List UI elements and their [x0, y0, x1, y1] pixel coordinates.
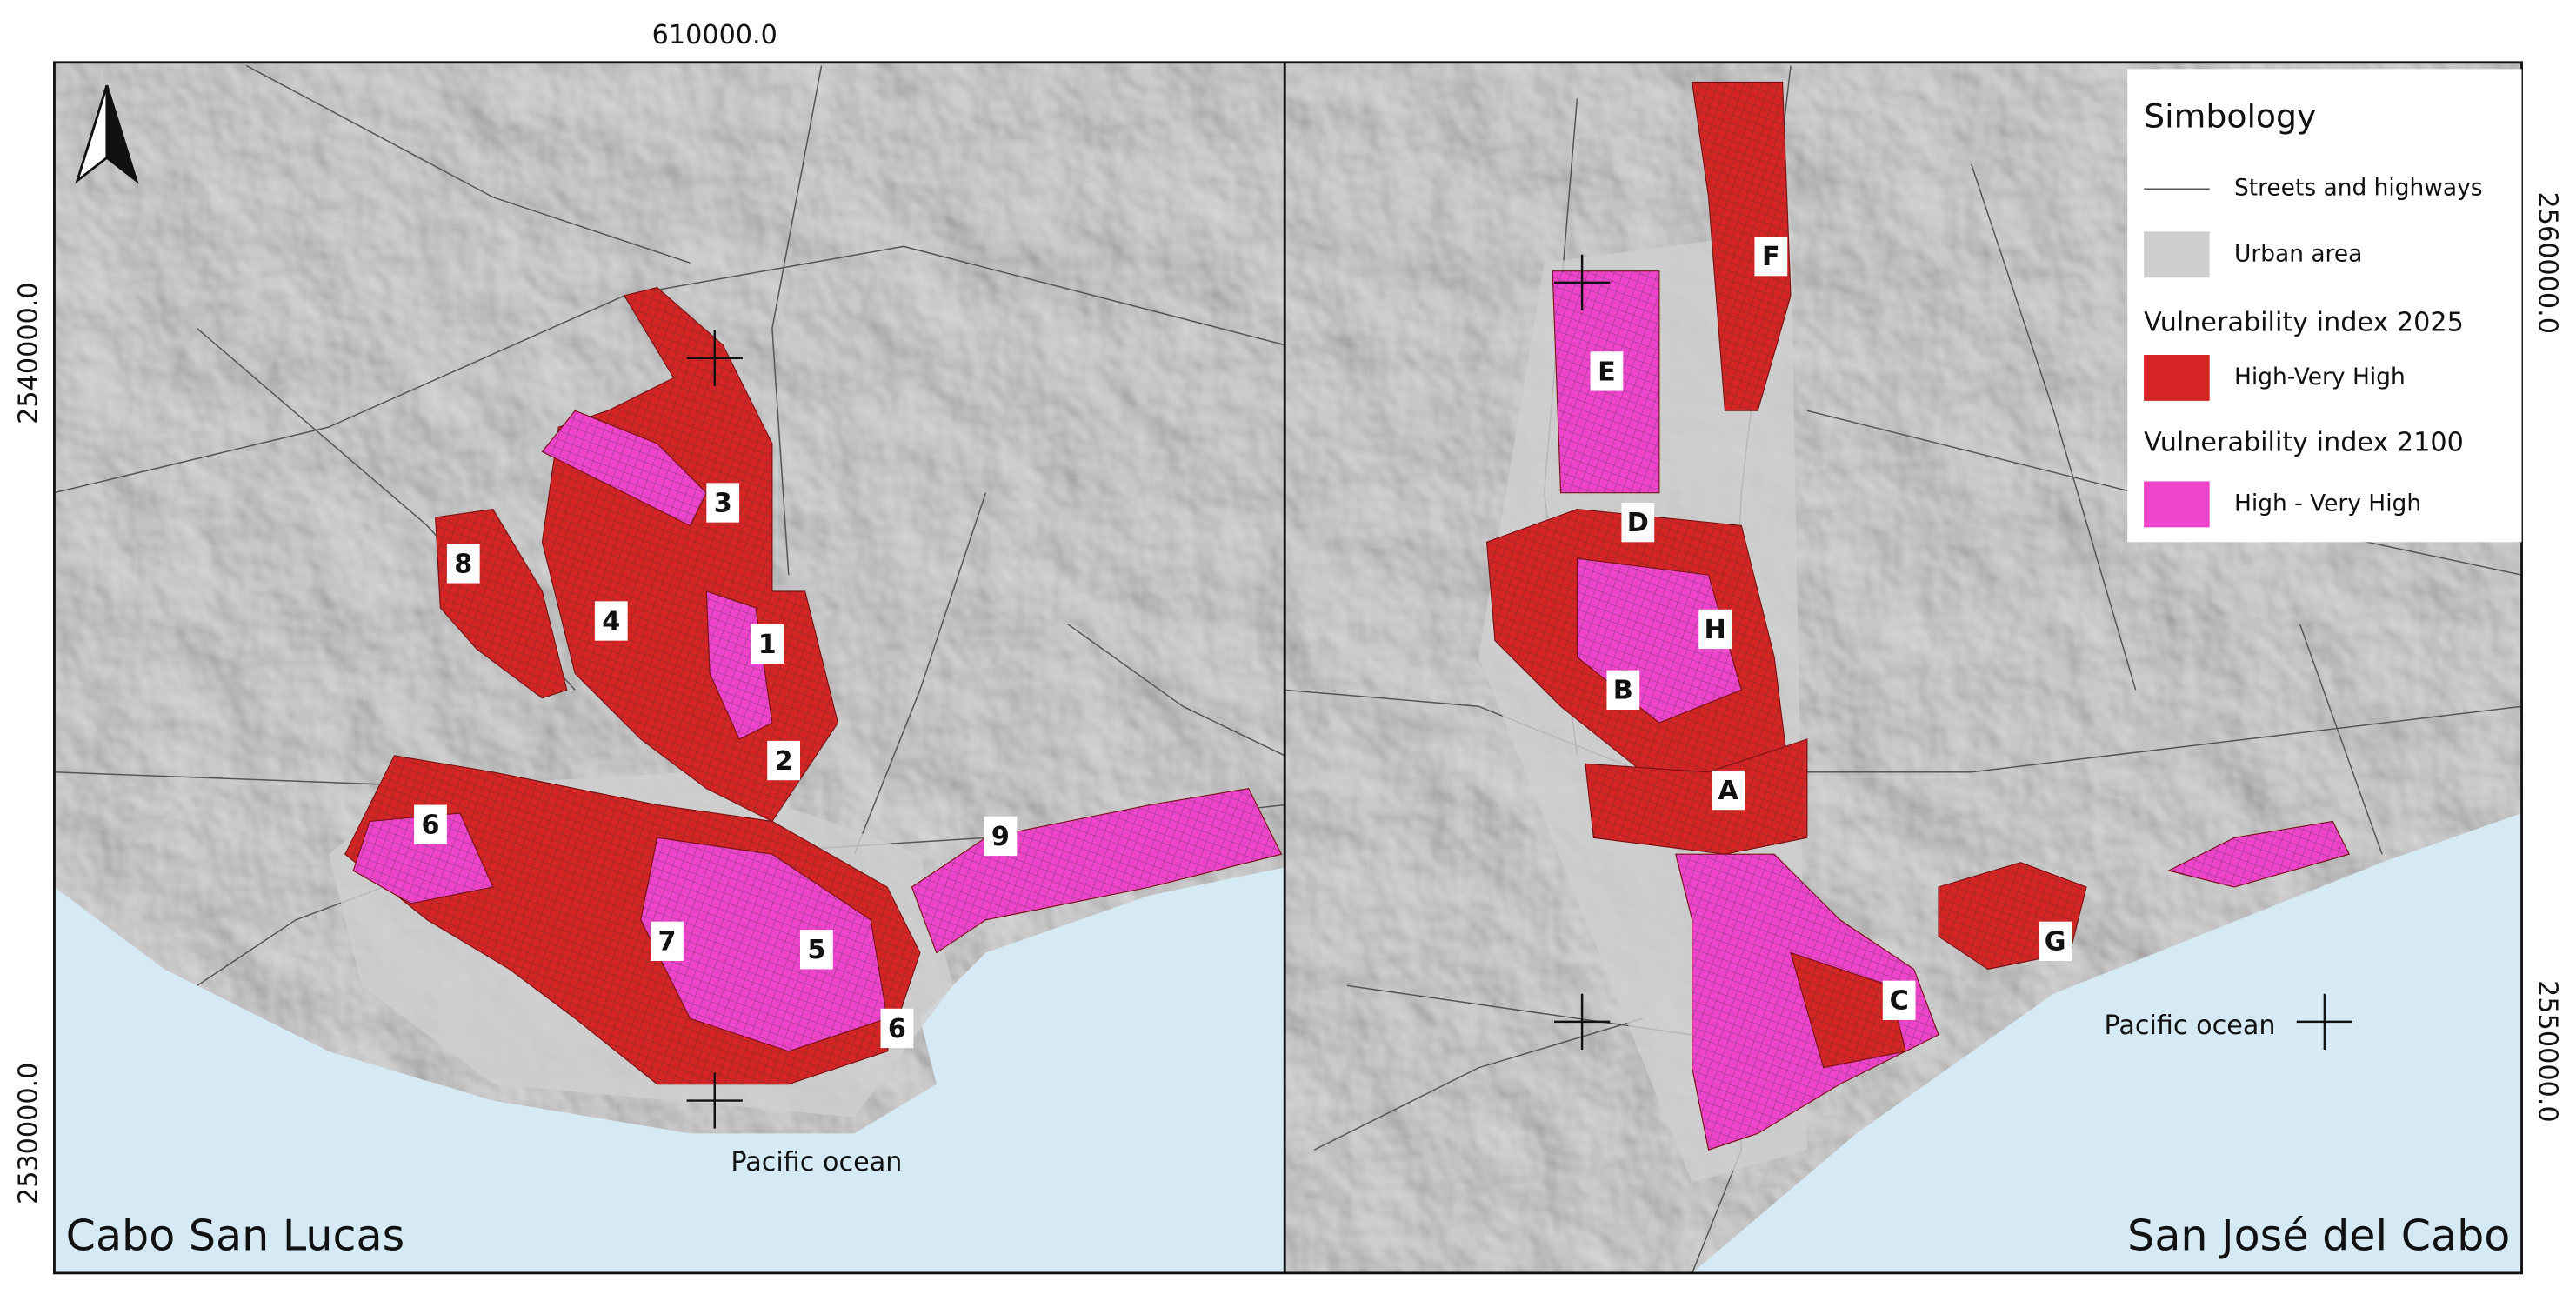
zone-label-box — [1754, 237, 1788, 277]
legend-swatch — [2144, 231, 2210, 278]
street — [853, 492, 987, 855]
north-arrow — [75, 84, 139, 184]
zone-label: 3 — [714, 488, 732, 518]
street — [2299, 624, 2383, 855]
street — [771, 65, 823, 576]
ocean-label: Pacific ocean — [2104, 1011, 2275, 1041]
street-grid — [2168, 821, 2350, 887]
zone-label-box — [414, 804, 447, 844]
street-grid — [640, 837, 888, 1051]
zone-label: H — [1704, 615, 1725, 645]
zone-label: 7 — [657, 927, 676, 957]
zone-label-box — [1621, 503, 1655, 543]
zone-label-box — [2039, 921, 2072, 961]
panel-san-jose-del-cabo: A B C D E F G H San José del Cabo Pacific ocean — [1285, 62, 2522, 1273]
zone-label: F — [1762, 242, 1780, 272]
street-grid — [1585, 739, 1807, 855]
street-grid — [542, 410, 707, 526]
legend-heading: Vulnerability index 2025 — [2144, 308, 2464, 338]
legend-swatch — [2144, 481, 2210, 528]
legend-label: High-Very High — [2234, 364, 2406, 390]
street — [1067, 624, 1285, 757]
legend: Simbology Streets and highways Urban area V… — [2127, 69, 2522, 543]
zone-label-box — [767, 740, 800, 781]
zone-label: 9 — [991, 822, 1010, 852]
legend-label: Urban area — [2234, 240, 2362, 267]
street-grid — [353, 813, 493, 904]
zone-label-box — [984, 816, 1018, 857]
ocean — [54, 867, 1285, 1273]
street — [246, 64, 691, 264]
zone-label-box — [751, 624, 784, 664]
legend-title: Simbology — [2144, 97, 2316, 136]
coordinate-label: 2550000.0 — [2532, 980, 2562, 1122]
street-grid — [1692, 82, 1791, 411]
zone-label: E — [1598, 357, 1616, 387]
zone-label: A — [1718, 776, 1739, 806]
zone-label-box — [1712, 770, 1745, 811]
legend-heading: Vulnerability index 2100 — [2144, 428, 2464, 458]
zone-label-box — [594, 601, 628, 641]
street-grid — [911, 788, 1282, 953]
zone-label: 6 — [421, 811, 439, 841]
zone-label: 4 — [602, 606, 620, 637]
zone-label-box — [706, 483, 740, 523]
zone-label-box — [1590, 351, 1624, 391]
zone-label: D — [1627, 508, 1649, 538]
place-name: Cabo San Lucas — [66, 1211, 405, 1261]
zone-label-box — [446, 544, 480, 584]
zone-label: B — [1613, 676, 1633, 706]
legend-box — [2127, 69, 2522, 543]
zone-label-box — [880, 1008, 914, 1049]
place-name: San José del Cabo — [2127, 1211, 2510, 1261]
street — [1313, 1017, 1644, 1151]
ocean-label: Pacific ocean — [731, 1147, 902, 1178]
zone-label-box — [1606, 670, 1640, 710]
zone-label-box — [800, 930, 833, 970]
coordinate-label: 2560000.0 — [2532, 192, 2562, 334]
ocean — [1692, 813, 2522, 1273]
zone-label-box — [1698, 609, 1732, 650]
zone-label: 2 — [775, 746, 793, 777]
coordinate-label: 2540000.0 — [14, 282, 44, 424]
zone-label-box — [651, 921, 684, 961]
street-grid — [1791, 952, 1906, 1068]
zone-label: 1 — [758, 630, 777, 660]
legend-swatch — [2144, 355, 2210, 401]
coordinate-label: 2530000.0 — [14, 1063, 44, 1204]
legend-label: Streets and highways — [2234, 175, 2483, 202]
zone-label: 8 — [454, 549, 472, 579]
zone-label: G — [2045, 927, 2066, 957]
zone-label: 5 — [807, 935, 825, 965]
coordinate-label: 610000.0 — [652, 20, 777, 50]
frame — [53, 61, 2523, 1275]
zone-label: C — [1890, 986, 1909, 1017]
zone-label: 6 — [888, 1014, 906, 1044]
zone-label-box — [1882, 980, 1916, 1020]
panel-cabo-san-lucas: 1 2 3 4 5 6 6 7 8 9 Cabo San Lucas Pacific ocean — [54, 62, 1285, 1273]
legend-label: High - Very High — [2234, 490, 2421, 517]
street — [1971, 163, 2137, 691]
